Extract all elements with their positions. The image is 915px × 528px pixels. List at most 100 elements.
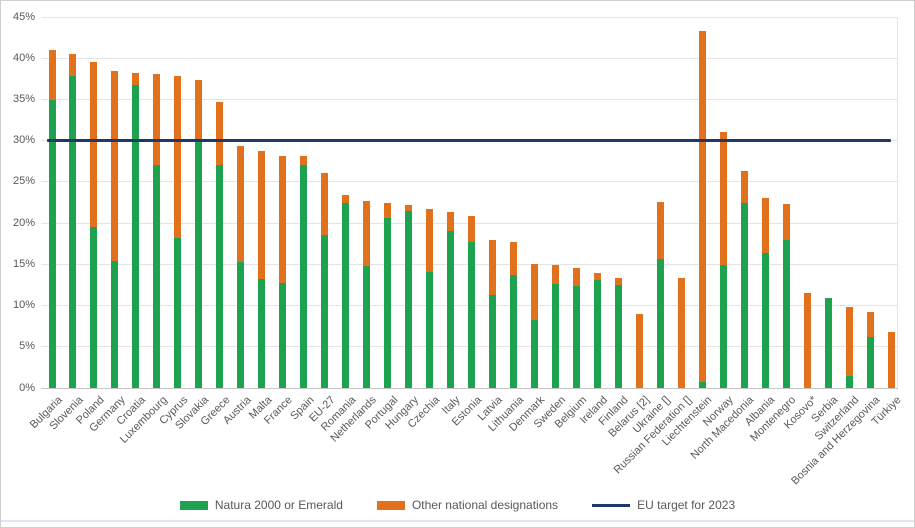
gridline-0 <box>41 387 898 389</box>
natura-2000-swatch-icon <box>179 500 208 510</box>
bar-slovenia-natura <box>69 75 77 388</box>
bar-portugal-other <box>384 202 392 219</box>
legend-item-eu-target: EU target for 2023 <box>592 498 735 512</box>
bar-malta-other <box>258 151 266 280</box>
other-designations-swatch-icon <box>376 500 405 510</box>
bar-netherlands-natura <box>363 265 371 388</box>
bar-bulgaria-natura <box>48 100 56 388</box>
bar-montenegro-natura <box>782 240 790 388</box>
ytick-label-25: 25% <box>12 175 35 188</box>
bar-belgium-natura <box>572 285 580 388</box>
bar-portugal-natura <box>384 218 392 388</box>
bar-belgium-other <box>572 267 580 286</box>
bar-bosnia-and-herzegovina-other <box>866 312 874 337</box>
bar-norway-other <box>719 131 727 266</box>
bar-north-macedonia-natura <box>740 203 748 388</box>
bar-bosnia-and-herzegovina-natura <box>866 336 874 388</box>
ytick-label-40: 40% <box>12 51 35 64</box>
bar-poland-other <box>90 61 98 228</box>
bar-north-macedonia-other <box>740 171 748 204</box>
bar-italy-natura <box>447 231 455 388</box>
bar-netherlands-other <box>363 200 371 266</box>
bar-romania-other <box>342 195 350 204</box>
bar-austria-other <box>237 146 245 262</box>
eu-target-line-swatch-icon <box>592 503 631 507</box>
bar-malta-natura <box>258 279 266 388</box>
bar-lithuania-natura <box>509 275 517 388</box>
bar-cyprus-other <box>174 75 182 238</box>
bar-ukraine-other <box>656 201 664 259</box>
bar-liechtenstein-other <box>698 31 706 383</box>
bar-latvia-natura <box>488 294 496 388</box>
bar-czechia-other <box>426 209 434 272</box>
eu-target-line <box>47 139 891 143</box>
bar-romania-natura <box>342 203 350 388</box>
bar-france-other <box>279 156 287 284</box>
bar-ukraine-natura <box>656 258 664 388</box>
bar-denmark-other <box>530 264 538 320</box>
bar-hungary-natura <box>405 210 413 388</box>
bar-germany-natura <box>111 261 119 388</box>
bar-greece-other <box>216 101 224 165</box>
ytick-label-35: 35% <box>12 92 35 105</box>
legend: Natura 2000 or Emerald Other national de… <box>1 498 914 512</box>
bar-albania-natura <box>761 252 769 388</box>
bar-slovakia-other <box>195 79 203 141</box>
bar-albania-other <box>761 198 769 253</box>
bar-czechia-natura <box>426 271 434 388</box>
legend-label-natura: Natura 2000 or Emerald <box>214 498 343 512</box>
bar-sweden-natura <box>551 284 559 388</box>
legend-item-natura: Natura 2000 or Emerald <box>179 498 343 512</box>
bar-luxembourg-natura <box>153 165 161 388</box>
ytick-label-30: 30% <box>12 134 35 147</box>
bar-liechtenstein-natura <box>698 382 706 388</box>
ytick-label-45: 45% <box>12 10 35 23</box>
plot-right-border <box>897 17 898 388</box>
bar-switzerland-other <box>845 307 853 377</box>
bar-t-rkiye-other <box>887 331 895 388</box>
bar-germany-other <box>111 70 119 262</box>
bar-eu-27-other <box>321 172 329 236</box>
bar-ireland-natura <box>593 279 601 388</box>
bar-spain-natura <box>300 165 308 388</box>
bar-eu-27-natura <box>321 235 329 388</box>
bar-bulgaria-other <box>48 49 56 101</box>
bar-luxembourg-other <box>153 73 161 166</box>
bar-spain-other <box>300 155 308 166</box>
ytick-label-15: 15% <box>12 257 35 270</box>
bar-denmark-natura <box>530 319 538 388</box>
gridline-25 <box>41 181 898 183</box>
bar-hungary-other <box>405 204 413 211</box>
ytick-label-10: 10% <box>12 299 35 312</box>
ytick-label-5: 5% <box>19 340 35 353</box>
bar-lithuania-other <box>509 242 517 276</box>
legend-item-other-designations: Other national designations <box>376 498 559 512</box>
bar-poland-natura <box>90 227 98 388</box>
bar-ireland-other <box>593 273 601 280</box>
bar-norway-natura <box>719 265 727 388</box>
bar-slovakia-natura <box>195 140 203 388</box>
bar-montenegro-other <box>782 204 790 241</box>
bar-sweden-other <box>551 265 559 285</box>
legend-label-eu-target: EU target for 2023 <box>637 498 736 512</box>
legend-label-other-designations: Other national designations <box>411 498 559 512</box>
ytick-label-20: 20% <box>12 216 35 229</box>
bar-croatia-natura <box>132 85 140 388</box>
bar-latvia-other <box>488 239 496 295</box>
bar-kosovo-other <box>803 293 811 388</box>
bar-estonia-other <box>468 215 475 243</box>
bar-estonia-natura <box>468 242 475 388</box>
bar-france-natura <box>279 283 287 388</box>
bar-italy-other <box>447 212 455 232</box>
bar-finland-natura <box>614 284 622 388</box>
bar-belarus-2-other <box>635 313 643 388</box>
gridline-35 <box>41 98 898 100</box>
bar-serbia-natura <box>824 298 832 388</box>
bar-slovenia-other <box>69 54 77 76</box>
gridline-45 <box>41 16 898 18</box>
bar-russian-federation-other <box>677 277 685 388</box>
bar-finland-other <box>614 277 622 285</box>
bar-austria-natura <box>237 261 245 388</box>
bottom-accent-line <box>1 520 914 522</box>
